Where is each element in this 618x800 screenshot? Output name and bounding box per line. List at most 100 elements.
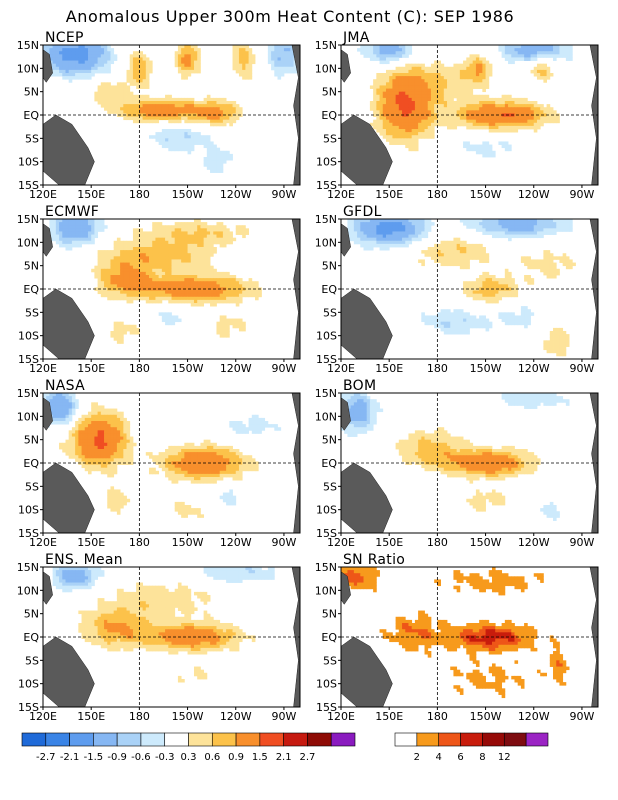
contour-cell — [255, 293, 259, 298]
contour-cell — [556, 48, 560, 52]
contour-cell — [540, 262, 544, 267]
contour-cell — [398, 104, 403, 108]
contour-cell — [501, 119, 506, 124]
contour-cell — [456, 318, 461, 323]
contour-cell — [411, 88, 416, 93]
contour-cell — [126, 76, 131, 80]
contour-cell — [68, 69, 73, 74]
contour-cell — [113, 256, 118, 260]
contour-cell — [405, 116, 409, 121]
contour-cell — [213, 166, 217, 170]
contour-cell — [168, 284, 172, 288]
contour-cell — [524, 309, 528, 313]
contour-cell — [479, 97, 483, 102]
contour-cell — [559, 256, 564, 260]
contour-cell — [277, 51, 282, 55]
contour-cell — [206, 225, 211, 229]
contour-cell — [546, 73, 551, 77]
contour-cell — [427, 110, 432, 114]
contour-cell — [520, 321, 525, 326]
contour-cell — [562, 256, 567, 260]
contour-cell — [434, 122, 438, 127]
contour-cell — [139, 265, 143, 270]
contour-cell — [440, 247, 445, 251]
contour-cell — [62, 60, 66, 65]
contour-cell — [165, 107, 169, 111]
contour-cell — [469, 324, 474, 329]
contour-cell — [152, 234, 156, 239]
contour-cell — [376, 101, 380, 105]
contour-cell — [216, 234, 221, 239]
contour-cell — [366, 219, 371, 223]
contour-cell — [482, 278, 486, 282]
contour-cell — [145, 259, 150, 263]
contour-cell — [165, 284, 169, 288]
contour-cell — [392, 243, 397, 248]
contour-cell — [65, 48, 70, 52]
contour-cell — [456, 312, 461, 316]
contour-cell — [55, 396, 60, 400]
contour-cell — [475, 253, 480, 257]
contour-cell — [193, 119, 198, 124]
contour-cell — [379, 57, 384, 61]
contour-cell — [84, 240, 89, 245]
contour-cell — [235, 296, 240, 301]
contour-cell — [466, 290, 470, 295]
contour-cell — [129, 82, 134, 86]
contour-cell — [395, 237, 400, 242]
contour-cell — [132, 268, 137, 273]
contour-cell — [87, 427, 92, 431]
contour-cell — [287, 51, 291, 55]
contour-cell — [129, 54, 134, 58]
contour-cell — [385, 91, 390, 96]
contour-cell — [91, 60, 95, 65]
contour-cell — [543, 219, 547, 223]
contour-cell — [107, 271, 111, 276]
contour-cell — [136, 101, 140, 105]
contour-cell — [466, 253, 470, 257]
contour-cell — [171, 265, 176, 270]
contour-cell — [200, 116, 205, 121]
contour-cell — [456, 122, 461, 127]
contour-cell — [139, 278, 143, 282]
contour-cell — [187, 256, 192, 260]
contour-cell — [402, 94, 406, 99]
contour-cell — [126, 278, 131, 282]
contour-cell — [126, 439, 131, 444]
contour-cell — [197, 265, 201, 270]
contour-cell — [424, 135, 429, 139]
contour-cell — [219, 97, 224, 102]
contour-cell — [200, 138, 205, 142]
contour-cell — [517, 119, 522, 124]
contour-cell — [229, 318, 233, 323]
contour-cell — [206, 107, 211, 111]
contour-cell — [216, 237, 221, 242]
contour-cell — [94, 287, 99, 291]
contour-cell — [463, 85, 467, 89]
contour-cell — [382, 132, 387, 136]
contour-cell — [62, 421, 66, 425]
contour-cell — [104, 54, 108, 58]
contour-cell — [165, 97, 169, 102]
contour-cell — [116, 284, 121, 288]
contour-cell — [424, 110, 429, 114]
contour-cell — [136, 237, 140, 242]
contour-cell — [165, 287, 169, 291]
contour-cell — [78, 63, 82, 68]
contour-cell — [123, 445, 127, 450]
contour-cell — [97, 57, 102, 61]
contour-cell — [504, 141, 509, 145]
contour-cell — [472, 324, 477, 329]
contour-cell — [165, 275, 169, 279]
contour-cell — [222, 271, 227, 276]
contour-cell — [149, 284, 153, 288]
contour-cell — [132, 82, 137, 86]
contour-cell — [155, 293, 160, 298]
contour-cell — [414, 91, 419, 96]
contour-cell — [385, 240, 390, 245]
contour-cell — [232, 321, 237, 326]
contour-cell — [75, 439, 79, 444]
contour-cell — [495, 299, 499, 304]
contour-cell — [501, 122, 506, 127]
contour-cell — [155, 243, 160, 248]
